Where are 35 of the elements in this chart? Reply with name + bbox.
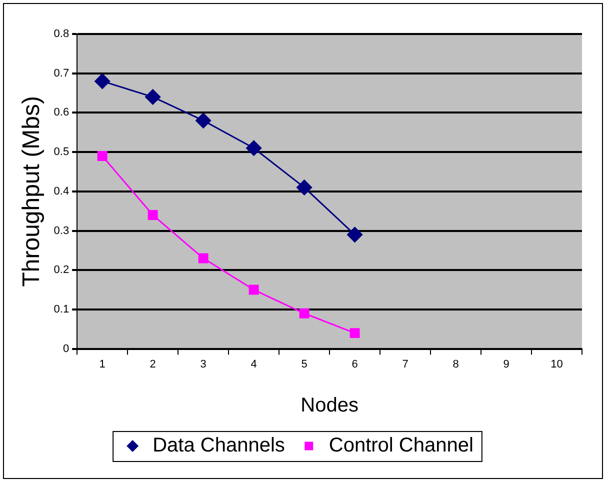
y-tick-label: 0.3 <box>54 224 70 237</box>
point <box>97 150 108 161</box>
x-tick-label: 5 <box>301 358 308 370</box>
x-tick-label: 2 <box>150 358 156 370</box>
x-tick-label: 8 <box>452 358 459 370</box>
x-tick-label: 3 <box>200 358 206 370</box>
point <box>299 308 310 318</box>
point <box>248 284 259 295</box>
point <box>347 226 363 242</box>
legend-label: Data Channels <box>152 434 285 457</box>
x-tick-label: 7 <box>402 358 408 370</box>
y-tick-label: 0.2 <box>54 264 70 276</box>
y-axis-title: Throughput (Mbs) <box>18 96 46 287</box>
y-tick-label: 0.8 <box>54 28 70 40</box>
point <box>148 210 158 220</box>
point <box>145 89 161 105</box>
point <box>94 73 110 89</box>
y-tick-label: 0.6 <box>54 106 70 119</box>
point <box>350 328 360 338</box>
y-tick-label: 0.1 <box>54 303 70 316</box>
y-tick-label: 0.7 <box>54 67 70 80</box>
x-tick-label: 6 <box>352 358 358 370</box>
point <box>246 140 262 156</box>
x-tick-label: 10 <box>550 358 563 370</box>
x-axis-title: Nodes <box>300 394 358 417</box>
point <box>296 180 312 196</box>
y-tick-label: 0 <box>62 342 70 355</box>
point <box>198 253 208 264</box>
y-tick-label: 0.4 <box>54 185 70 198</box>
x-tick-label: 1 <box>99 358 106 370</box>
legend-label: Control Channel <box>328 434 474 457</box>
x-tick-label: 9 <box>503 358 510 370</box>
x-tick-label: 4 <box>250 358 257 370</box>
y-tick-label: 0.5 <box>54 146 70 158</box>
point <box>196 112 212 128</box>
